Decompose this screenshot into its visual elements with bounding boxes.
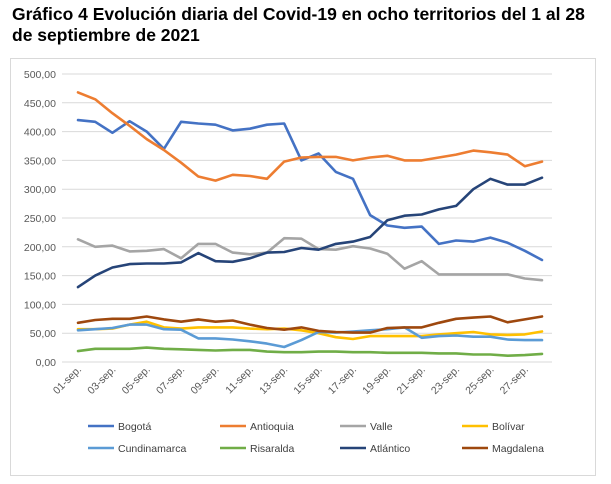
y-tick-label: 250,00: [24, 213, 56, 225]
series-line-valle: [76, 236, 544, 282]
y-tick-label: 450,00: [24, 98, 56, 110]
y-tick-label: 0,00: [36, 357, 57, 369]
series-line-atlántico: [76, 176, 544, 289]
x-tick-label: 09-sep.: [188, 364, 221, 397]
legend-label: Cundinamarca: [118, 443, 186, 455]
gridlines: [62, 73, 552, 363]
x-tick-label: 21-sep.: [395, 364, 428, 397]
series-line-risaralda: [76, 346, 544, 358]
x-tick-label: 19-sep.: [360, 364, 393, 397]
legend-label: Bolívar: [492, 421, 525, 433]
series-lines: [76, 91, 544, 358]
y-tick-label: 350,00: [24, 155, 56, 167]
x-tick-label: 17-sep.: [326, 364, 359, 397]
legend-label: Antioquia: [250, 421, 294, 433]
series-line-bolívar: [76, 320, 544, 341]
x-tick-label: 07-sep.: [154, 364, 187, 397]
y-tick-label: 300,00: [24, 184, 56, 196]
x-tick-label: 15-sep.: [291, 364, 324, 397]
series-line-magdalena: [76, 315, 544, 334]
legend-label: Risaralda: [250, 443, 295, 455]
x-tick-label: 13-sep.: [257, 364, 290, 397]
y-tick-label: 200,00: [24, 242, 56, 254]
x-tick-label: 03-sep.: [85, 364, 118, 397]
y-tick-label: 150,00: [24, 271, 56, 283]
legend-label: Magdalena: [492, 443, 544, 455]
series-line-cundinamarca: [76, 323, 544, 349]
x-tick-label: 27-sep.: [498, 364, 531, 397]
series-line-antioquia: [76, 91, 544, 182]
y-tick-label: 50,00: [30, 328, 56, 340]
legend-label: Bogotá: [118, 421, 151, 433]
x-tick-label: 11-sep.: [223, 364, 256, 397]
chart-title: Gráfico 4 Evolución diaria del Covid-19 …: [12, 4, 585, 45]
legend: Bogotá Antioquia Valle Bolívar Cundinamarca R…: [88, 421, 544, 455]
x-axis-tick-labels: 01-sep. 03-sep. 05-sep. 07-sep. 09-sep. 11-se…: [51, 364, 531, 397]
y-tick-label: 500,00: [24, 69, 56, 81]
legend-label: Atlántico: [370, 443, 410, 455]
x-tick-label: 25-sep.: [463, 364, 496, 397]
x-tick-label: 05-sep.: [120, 364, 153, 397]
y-axis-tick-labels: 0,00 50,00 100,00 150,00 200,00 250,00 300,00 3…: [24, 69, 56, 369]
legend-label: Valle: [370, 421, 393, 433]
y-tick-label: 400,00: [24, 127, 56, 139]
x-tick-label: 23-sep.: [429, 364, 462, 397]
y-tick-label: 100,00: [24, 299, 56, 311]
chart-frame: [10, 58, 596, 476]
